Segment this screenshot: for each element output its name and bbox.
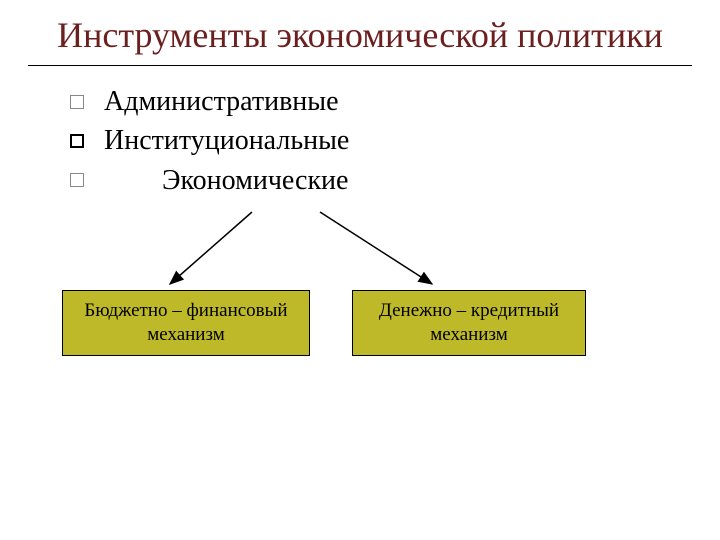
bullet-item: Институциональные [70, 121, 720, 160]
bullet-marker-icon [70, 173, 84, 187]
bullet-item: Административные [70, 82, 720, 121]
title-rule [28, 65, 692, 66]
bullet-item: Экономические [70, 161, 720, 200]
bullet-label: Экономические [104, 161, 348, 200]
bullet-label: Административные [104, 82, 339, 121]
bullet-label: Институциональные [104, 121, 349, 160]
diagram-box: Бюджетно – финансовый механизм [62, 290, 310, 356]
bullet-marker-icon [70, 95, 84, 109]
diagram-box: Денежно – кредитный механизм [352, 290, 586, 356]
slide-title: Инструменты экономической политики [0, 0, 720, 65]
diagram-area: Бюджетно – финансовый механизм Денежно – … [0, 210, 720, 410]
bullet-marker-icon [70, 134, 84, 148]
arrow-line [320, 212, 432, 284]
bullet-list: АдминистративныеИнституциональныеЭкономи… [0, 76, 720, 200]
arrow-line [170, 212, 252, 284]
